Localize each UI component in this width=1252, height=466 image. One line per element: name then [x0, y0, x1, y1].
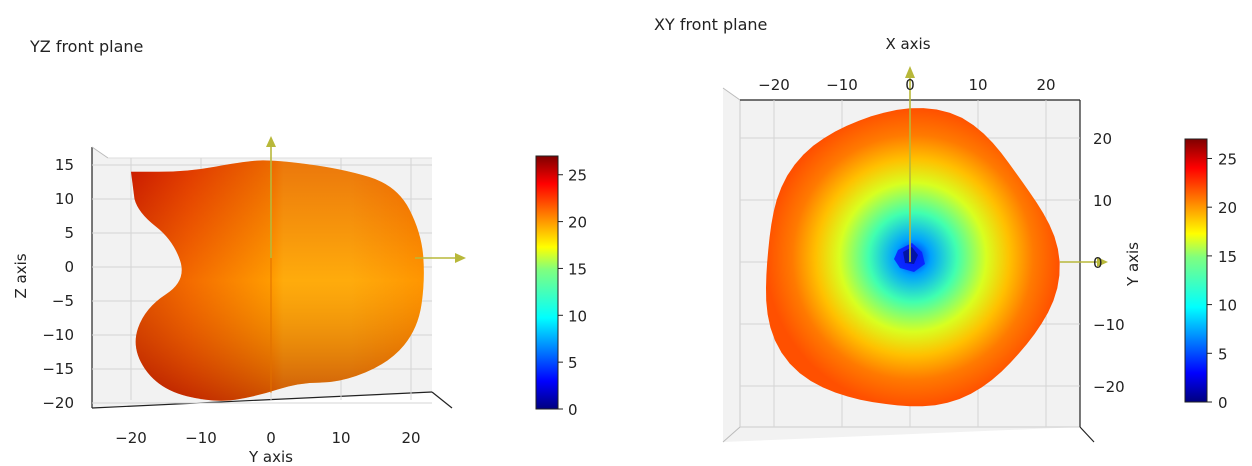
xy-y-tick-label: −10 — [1093, 316, 1125, 334]
yz-x-axis-label: Y axis — [248, 448, 293, 466]
xy-panel: XY front plane X axis −20 −10 0 10 20 20100−… — [654, 15, 1237, 443]
yz-y-tick-label: 0 — [64, 258, 74, 276]
xy-y-ticks: 20 10 0 −10 −20 — [1093, 130, 1125, 396]
yz-axis-arrows — [266, 136, 466, 263]
xy-x-tick-label: −10 — [826, 76, 858, 94]
yz-colorbar: 25 20 15 10 5 0 — [535, 155, 587, 419]
xy-y-tick-label: −20 — [1093, 378, 1125, 396]
xy-colorbar-ticks: 25 20 15 10 5 0 — [1207, 150, 1237, 412]
yz-colorbar-tick-label: 20 — [568, 214, 587, 232]
yz-surface-shading — [131, 160, 424, 401]
xy-x-tick-label: −20 — [758, 76, 790, 94]
yz-x-tick-label: 20 — [401, 429, 420, 447]
yz-y-ticks: 15 10 5 0 −5 −10 −15 −20 — [42, 156, 74, 412]
yz-panel: YZ front plane −20 −10 0 10 20 15 10 5 0 −5 −10 −1… — [12, 37, 587, 466]
yz-y-axis-label: Z axis — [12, 253, 30, 298]
xy-x-tick-label: 0 — [905, 76, 915, 94]
xy-title: XY front plane — [654, 15, 767, 34]
xy-colorbar-tick-label: 0 — [1218, 394, 1228, 412]
xy-colorbar-tick-label: 15 — [1218, 248, 1237, 266]
yz-colorbar-tick-label: 5 — [568, 354, 578, 372]
yz-x-tick-label: −20 — [115, 429, 147, 447]
yz-y-tick-label: 15 — [55, 156, 74, 174]
yz-title: YZ front plane — [29, 37, 143, 56]
yz-y-tick-label: −20 — [42, 394, 74, 412]
xy-x-tick-label: 20 — [1036, 76, 1055, 94]
yz-y-tick-label: −5 — [52, 292, 74, 310]
xy-colorbar: 25 20 15 10 5 0 — [1184, 138, 1237, 412]
xy-axis-arrows — [905, 66, 1108, 267]
yz-colorbar-ticks: 25 20 15 10 5 0 — [558, 167, 587, 419]
xy-x-axis-label: X axis — [885, 35, 930, 53]
xy-colorbar-tick-label: 5 — [1218, 345, 1228, 363]
yz-colorbar-tick-label: 15 — [568, 260, 587, 278]
yz-x-ticks: −20 −10 0 10 20 — [115, 429, 420, 447]
yz-x-tick-label: 0 — [266, 429, 276, 447]
yz-y-tick-label: −10 — [42, 326, 74, 344]
yz-y-tick-label: 10 — [55, 190, 74, 208]
xy-y-tick-label: 0 — [1093, 254, 1103, 272]
xy-colorbar-tick-label: 20 — [1218, 199, 1237, 217]
xy-x-tick-label: 10 — [968, 76, 987, 94]
yz-x-tick-label: −10 — [185, 429, 217, 447]
yz-colorbar-tick-label: 10 — [568, 307, 587, 325]
xy-colorbar-tick-label: 25 — [1218, 150, 1237, 168]
xy-y-tick-label: 10 — [1093, 192, 1112, 210]
xy-y-tick-label: 20 — [1093, 130, 1112, 148]
yz-y-tick-label: 5 — [64, 224, 74, 242]
yz-colorbar-tick-label: 0 — [568, 401, 578, 419]
xy-colorbar-tick-label: 10 — [1218, 297, 1237, 315]
xy-y-axis-label: Y axis — [1124, 242, 1142, 287]
yz-y-tick-label: −15 — [42, 360, 74, 378]
yz-colorbar-tick-label: 25 — [568, 167, 587, 185]
xy-x-ticks: −20 −10 0 10 20 — [758, 76, 1055, 94]
yz-x-tick-label: 10 — [331, 429, 350, 447]
